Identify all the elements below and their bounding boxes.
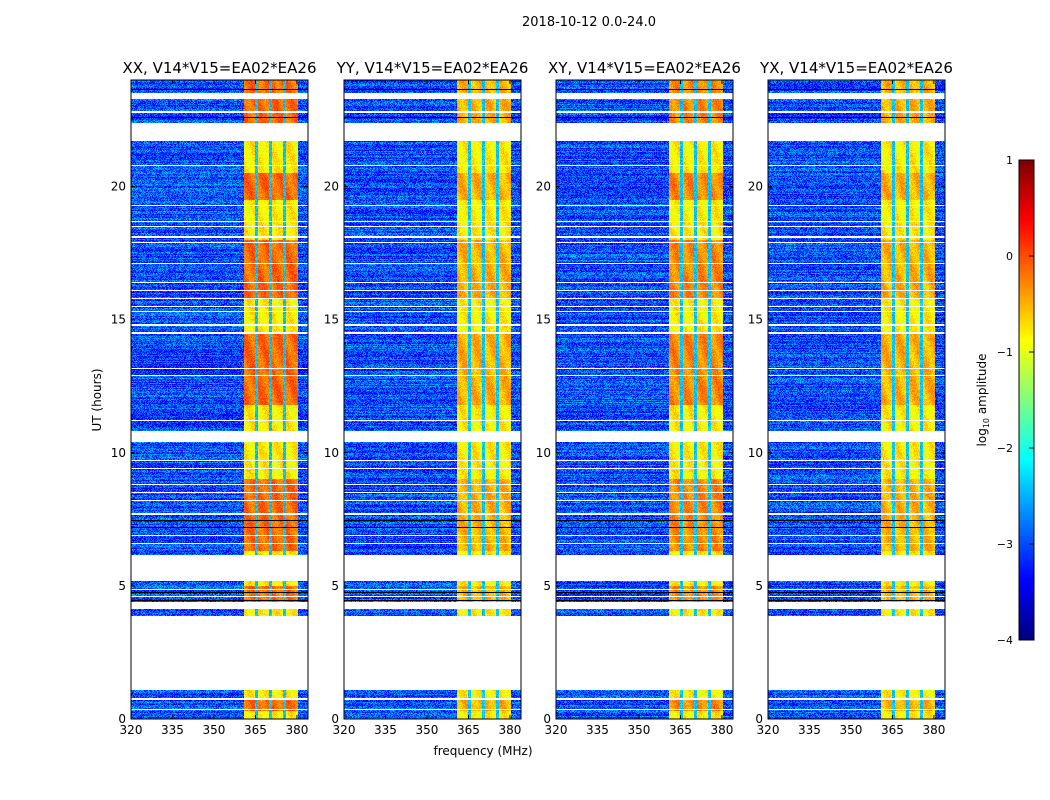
x-tick-label: 365 — [881, 723, 904, 737]
y-tick-label: 0 — [118, 712, 126, 726]
spectrogram-yx — [768, 80, 945, 719]
y-axis-label: UT (hours) — [90, 368, 104, 431]
colorbar-tick-label: −1 — [997, 346, 1013, 359]
x-tick-label: 320 — [545, 723, 568, 737]
x-tick-label: 380 — [498, 723, 521, 737]
panel-title: XX, V14*V15=EA02*EA26 — [122, 59, 316, 77]
panel-frame — [343, 79, 522, 720]
x-tick-label: 365 — [244, 723, 267, 737]
x-tick-label: 320 — [333, 723, 356, 737]
panel-frame — [555, 79, 734, 720]
x-tick-label: 380 — [922, 723, 945, 737]
y-tick-label: 0 — [543, 712, 551, 726]
y-tick-label: 5 — [331, 579, 339, 593]
x-tick-label: 320 — [120, 723, 143, 737]
y-tick-label: 10 — [324, 446, 339, 460]
x-axis-label: frequency (MHz) — [433, 744, 532, 758]
x-tick-label: 335 — [586, 723, 609, 737]
colorbar-tick-label: 0 — [1006, 250, 1013, 263]
x-tick-label: 380 — [710, 723, 733, 737]
y-tick-label: 20 — [536, 180, 551, 194]
spectrogram-yy — [344, 80, 521, 719]
figure-title: 2018-10-12 0.0-24.0 — [522, 15, 656, 30]
y-tick-label: 20 — [748, 180, 763, 194]
y-tick-label: 5 — [118, 579, 126, 593]
colorbar-tick-label: −3 — [997, 538, 1013, 551]
panel-frame — [767, 79, 946, 720]
y-tick-label: 10 — [111, 446, 126, 460]
panel-title: XY, V14*V15=EA02*EA26 — [548, 59, 741, 77]
x-tick-label: 380 — [285, 723, 308, 737]
y-tick-label: 15 — [748, 313, 763, 327]
colorbar-tick-label: −2 — [997, 442, 1013, 455]
panel-frame — [130, 79, 309, 720]
y-tick-label: 15 — [324, 313, 339, 327]
y-tick-label: 10 — [748, 446, 763, 460]
x-tick-label: 350 — [840, 723, 863, 737]
x-tick-label: 350 — [203, 723, 226, 737]
y-tick-label: 0 — [331, 712, 339, 726]
colorbar-tick-label: −4 — [997, 634, 1013, 647]
y-tick-label: 15 — [536, 313, 551, 327]
colorbar-frame — [1018, 159, 1035, 641]
spectrogram-xx — [131, 80, 308, 719]
x-tick-label: 350 — [416, 723, 439, 737]
y-tick-label: 15 — [111, 313, 126, 327]
y-tick-label: 20 — [324, 180, 339, 194]
panel-title: YY, V14*V15=EA02*EA26 — [336, 59, 529, 77]
x-tick-label: 365 — [669, 723, 692, 737]
y-tick-label: 10 — [536, 446, 551, 460]
x-tick-label: 350 — [628, 723, 651, 737]
x-tick-label: 335 — [798, 723, 821, 737]
colorbar-gradient — [1019, 160, 1034, 640]
spectrogram-xy — [556, 80, 733, 719]
x-tick-label: 365 — [457, 723, 480, 737]
y-tick-label: 5 — [543, 579, 551, 593]
panel-title: YX, V14*V15=EA02*EA26 — [759, 59, 953, 77]
y-tick-label: 5 — [755, 579, 763, 593]
x-tick-label: 335 — [374, 723, 397, 737]
y-tick-label: 20 — [111, 180, 126, 194]
colorbar-label: log10 amplitude — [975, 354, 991, 447]
y-tick-label: 0 — [755, 712, 763, 726]
x-tick-label: 335 — [161, 723, 184, 737]
x-tick-label: 320 — [757, 723, 780, 737]
colorbar-tick-label: 1 — [1006, 154, 1013, 167]
